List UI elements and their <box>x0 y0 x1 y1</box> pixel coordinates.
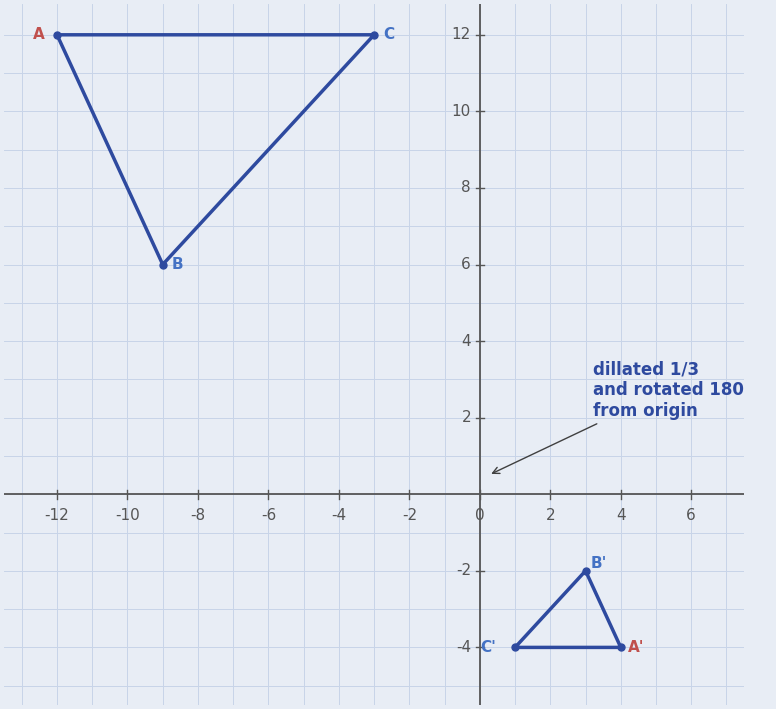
Text: -2: -2 <box>402 508 417 523</box>
Text: A: A <box>33 28 45 43</box>
Text: 6: 6 <box>687 508 696 523</box>
Text: A': A' <box>628 640 644 655</box>
Text: dillated 1/3
and rotated 180
from origin: dillated 1/3 and rotated 180 from origin <box>493 360 743 474</box>
Text: 8: 8 <box>462 181 471 196</box>
Text: -2: -2 <box>456 564 471 579</box>
Text: B': B' <box>591 556 607 571</box>
Text: 2: 2 <box>546 508 555 523</box>
Text: -12: -12 <box>45 508 69 523</box>
Text: -4: -4 <box>456 640 471 655</box>
Text: 10: 10 <box>452 104 471 119</box>
Text: 4: 4 <box>616 508 625 523</box>
Text: 12: 12 <box>452 28 471 43</box>
Text: 0: 0 <box>475 508 485 523</box>
Text: -10: -10 <box>115 508 140 523</box>
Text: -6: -6 <box>261 508 276 523</box>
Text: C: C <box>383 28 394 43</box>
Text: B: B <box>171 257 183 272</box>
Text: C': C' <box>480 640 496 655</box>
Text: 6: 6 <box>461 257 471 272</box>
Text: 2: 2 <box>462 411 471 425</box>
Text: -8: -8 <box>190 508 206 523</box>
Text: 4: 4 <box>462 334 471 349</box>
Text: -4: -4 <box>331 508 346 523</box>
